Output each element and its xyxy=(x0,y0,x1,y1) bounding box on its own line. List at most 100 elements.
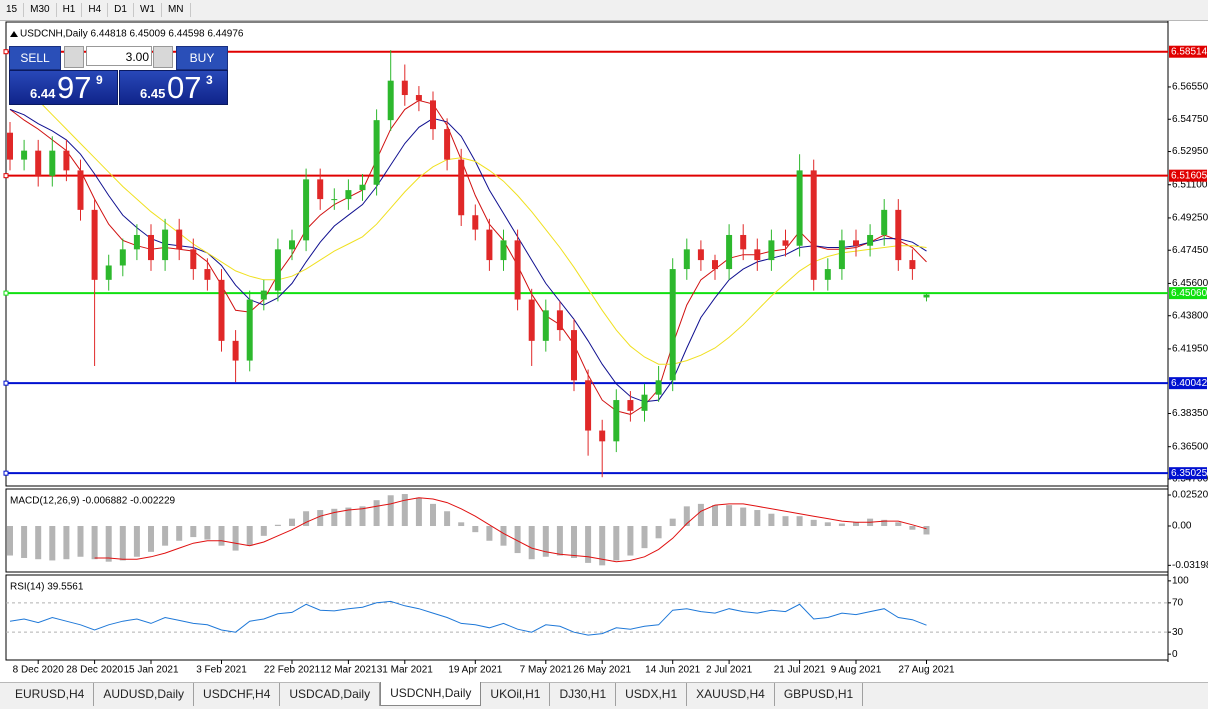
macd-bar xyxy=(430,503,436,527)
macd-bar xyxy=(119,526,126,561)
y-tick-label: 6.43800 xyxy=(1172,310,1208,321)
macd-bar xyxy=(641,526,648,549)
x-tick-label: 26 May 2021 xyxy=(573,665,631,676)
macd-bar xyxy=(853,522,859,527)
chart-tab[interactable]: USDX,H1 xyxy=(616,683,688,706)
indicator-title: MACD(12,26,9) -0.006882 -0.002229 xyxy=(10,496,176,507)
candle-body xyxy=(7,132,13,160)
y-tick-label: 6.52950 xyxy=(1172,146,1208,157)
level-label: 6.35025 xyxy=(1171,468,1208,479)
timeframe-button[interactable]: M30 xyxy=(24,3,57,17)
macd-bar xyxy=(387,495,394,527)
level-label: 6.51605 xyxy=(1171,170,1208,181)
macd-bar xyxy=(895,522,902,527)
indicator-line xyxy=(9,99,927,415)
timeframe-button[interactable]: H4 xyxy=(82,3,109,17)
bid-point: 9 xyxy=(96,73,103,87)
sell-button[interactable]: SELL xyxy=(9,46,61,70)
chart-tab[interactable]: DJ30,H1 xyxy=(550,683,617,706)
candle-body xyxy=(712,260,718,270)
candle-body xyxy=(472,215,479,230)
candle-body xyxy=(204,269,211,280)
candle-body xyxy=(133,234,140,250)
macd-bar xyxy=(35,526,42,560)
chart-tab[interactable]: AUDUSD,Daily xyxy=(94,683,195,706)
macd-bar xyxy=(317,510,324,527)
level-label-box xyxy=(1169,169,1207,182)
macd-bar xyxy=(627,526,634,556)
candle-body xyxy=(881,209,888,235)
macd-bar xyxy=(162,526,169,546)
chart-tab[interactable]: USDCHF,H4 xyxy=(194,683,281,706)
chart-tab[interactable]: EURUSD,H4 xyxy=(6,683,95,706)
chart-tab[interactable]: UKOil,H1 xyxy=(481,683,551,706)
symbol-marker xyxy=(10,31,18,37)
timeframe-button[interactable]: 15 xyxy=(0,3,25,17)
x-tick-label: 12 Mar 2021 xyxy=(320,665,377,676)
macd-bar xyxy=(345,507,352,527)
macd-bar xyxy=(712,505,718,527)
candle-body xyxy=(21,150,28,160)
macd-bar xyxy=(585,526,592,563)
macd-bar xyxy=(7,526,13,556)
y-tick-label: 0.025205 xyxy=(1172,490,1208,501)
volume-down[interactable] xyxy=(64,46,84,68)
y-tick-label: 6.36500 xyxy=(1172,441,1208,452)
candle-body xyxy=(613,400,620,442)
macd-bar xyxy=(176,526,183,541)
macd-bar xyxy=(133,526,140,557)
y-tick-label: 0 xyxy=(1172,649,1178,660)
candle-body xyxy=(726,234,733,270)
candle-body xyxy=(458,159,465,216)
macd-bar xyxy=(331,508,338,527)
candle-body xyxy=(373,120,380,185)
timeframe-button[interactable]: W1 xyxy=(134,3,162,17)
macd-bar xyxy=(373,500,380,527)
chart-tab[interactable]: USDCAD,Daily xyxy=(280,683,381,706)
macd-bar xyxy=(500,526,507,546)
candle-body xyxy=(35,150,42,176)
candle-body xyxy=(669,269,676,381)
pane-frame xyxy=(5,574,1169,661)
chart-tabs: EURUSD,H4 AUDUSD,Daily USDCHF,H4 USDCAD,Dai… xyxy=(0,682,1208,709)
chart-tab[interactable]: XAUUSD,H4 xyxy=(687,683,775,706)
candle-body xyxy=(754,249,761,261)
macd-bar xyxy=(669,518,676,527)
chart-tab[interactable]: USDCNH,Daily xyxy=(380,682,482,706)
x-tick-label: 22 Feb 2021 xyxy=(264,665,321,676)
candle-body xyxy=(387,80,394,121)
y-tick-label: 0.00 xyxy=(1172,521,1192,532)
level-label-box xyxy=(1169,377,1207,390)
candle-body xyxy=(444,129,451,160)
y-tick-label: -0.03198 xyxy=(1172,560,1208,571)
level-handle xyxy=(3,380,9,386)
volume-up[interactable] xyxy=(153,46,173,68)
timeframe-button[interactable]: MN xyxy=(162,3,191,17)
candle-body xyxy=(246,299,253,361)
macd-bar xyxy=(556,526,563,556)
macd-bar xyxy=(274,524,281,527)
macd-bar xyxy=(246,526,253,546)
bid-quote[interactable]: 6.44 97 9 xyxy=(9,70,118,105)
macd-bar xyxy=(810,519,817,527)
candle-body xyxy=(148,234,154,261)
bid-big-figure: 6.44 xyxy=(30,86,56,101)
ask-quote[interactable]: 6.45 07 3 xyxy=(119,70,228,105)
macd-bar xyxy=(768,513,775,527)
timeframe-button[interactable]: D1 xyxy=(108,3,134,17)
candle-body xyxy=(697,249,704,261)
macd-bar xyxy=(218,526,225,546)
x-tick-label: 9 Aug 2021 xyxy=(831,665,882,676)
macd-bar xyxy=(697,503,704,527)
y-tick-label: 6.41950 xyxy=(1172,344,1208,355)
timeframe-button[interactable]: H1 xyxy=(57,3,83,17)
macd-bar xyxy=(796,516,803,527)
candle-body xyxy=(401,80,408,96)
candle-body xyxy=(415,95,422,101)
candle-body xyxy=(105,265,112,280)
buy-button[interactable]: BUY xyxy=(176,46,228,70)
macd-bar xyxy=(148,526,154,552)
chart-tab[interactable]: GBPUSD,H1 xyxy=(775,683,864,706)
volume-input[interactable]: 3.00 xyxy=(86,46,152,66)
candle-body xyxy=(542,310,549,341)
